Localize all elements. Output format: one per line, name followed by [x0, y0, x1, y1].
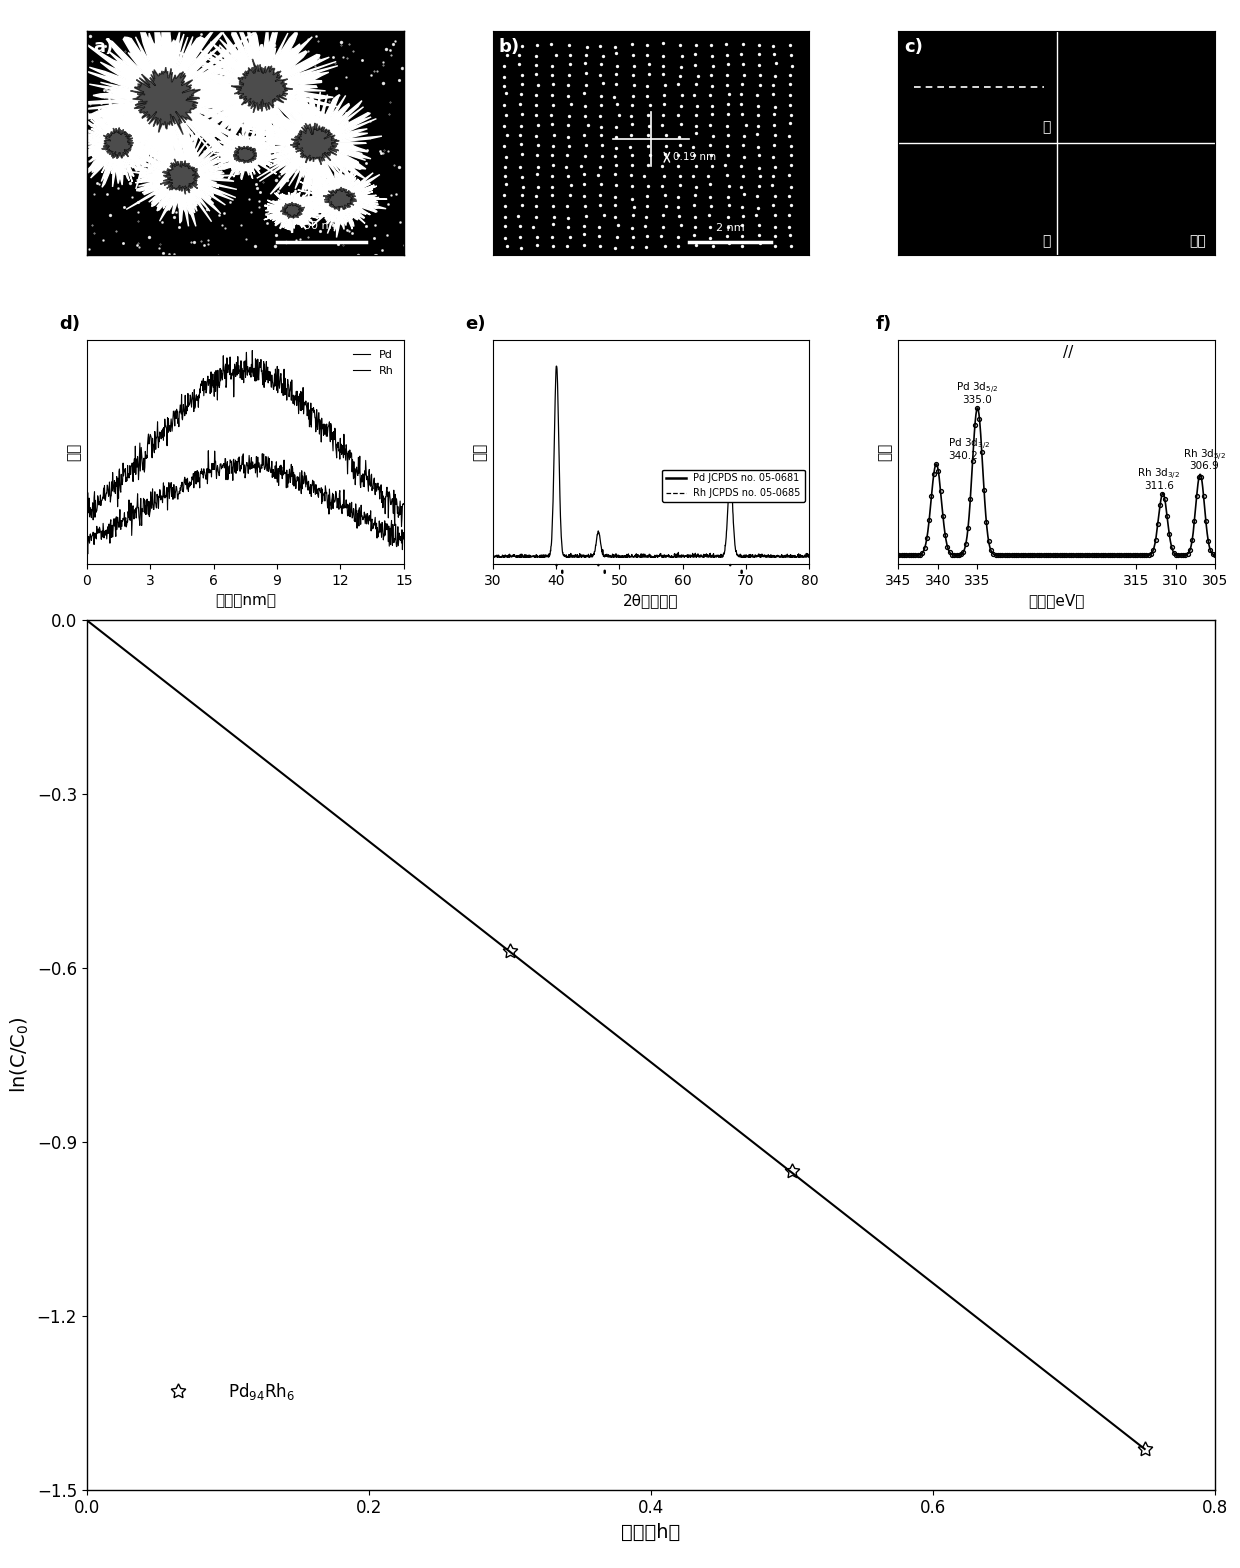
Pd: [326, 428, 341, 447]
Text: 混合: 混合: [1189, 235, 1205, 248]
Polygon shape: [72, 94, 162, 187]
X-axis label: 2θ（角度）: 2θ（角度）: [624, 593, 678, 608]
X-axis label: 能量（eV）: 能量（eV）: [1028, 593, 1085, 608]
Polygon shape: [211, 124, 286, 180]
Text: e): e): [466, 315, 486, 332]
Legend: Pd JCPDS no. 05-0681, Rh JCPDS no. 05-0685: Pd JCPDS no. 05-0681, Rh JCPDS no. 05-06…: [662, 469, 805, 502]
Pd: [157, 426, 172, 445]
Polygon shape: [160, 158, 200, 194]
Text: 钯: 钯: [1042, 121, 1050, 135]
Text: a): a): [93, 38, 113, 56]
Rh: [180, 469, 195, 488]
Line: Rh: Rh: [87, 450, 404, 554]
Polygon shape: [288, 166, 387, 237]
X-axis label: 距离（nm）: 距离（nm）: [215, 593, 275, 608]
Text: Pd 3d$_{3/2}$: Pd 3d$_{3/2}$: [949, 437, 991, 452]
Pd: [394, 517, 409, 536]
Polygon shape: [290, 122, 340, 165]
Text: c): c): [904, 38, 924, 56]
Text: Rh 3d$_{3/2}$: Rh 3d$_{3/2}$: [1137, 467, 1180, 481]
Polygon shape: [238, 89, 382, 201]
Rh: [157, 489, 172, 508]
Text: d): d): [60, 315, 81, 332]
Polygon shape: [74, 5, 265, 190]
Pd: [79, 499, 94, 517]
Pd: [397, 494, 412, 513]
Polygon shape: [231, 60, 293, 113]
Polygon shape: [264, 190, 324, 232]
Text: Pd 3d$_{5/2}$: Pd 3d$_{5/2}$: [956, 381, 998, 397]
Text: f): f): [875, 315, 892, 332]
Text: 335.0: 335.0: [962, 395, 992, 405]
Polygon shape: [102, 127, 134, 158]
Y-axis label: 强度: 强度: [472, 444, 487, 461]
Rh: [169, 478, 184, 497]
Rh: [289, 480, 304, 499]
Text: b): b): [498, 38, 520, 56]
Text: 2 nm: 2 nm: [715, 223, 744, 232]
Text: 0.19 nm: 0.19 nm: [673, 152, 717, 162]
X-axis label: 时间（h）: 时间（h）: [621, 1523, 681, 1541]
Line: Pd: Pd: [87, 351, 404, 527]
Rh: [397, 530, 412, 549]
Rh: [81, 544, 95, 563]
Polygon shape: [280, 202, 305, 218]
Pd: [180, 401, 195, 420]
Pd: [169, 409, 184, 428]
Pd: [288, 386, 303, 405]
Text: 50 nm: 50 nm: [304, 221, 339, 230]
Text: //: //: [1064, 345, 1074, 359]
Y-axis label: 强度: 强度: [878, 444, 893, 461]
Pd: [244, 342, 259, 361]
Y-axis label: ln(C/C$_0$): ln(C/C$_0$): [9, 1016, 31, 1093]
Text: Pd$_{94}$Rh$_6$: Pd$_{94}$Rh$_6$: [228, 1380, 295, 1402]
Rh: [366, 519, 381, 538]
Text: 340.2: 340.2: [949, 452, 978, 461]
Legend: Pd, Rh: Pd, Rh: [348, 347, 398, 381]
Polygon shape: [166, 14, 340, 158]
Polygon shape: [126, 127, 237, 226]
Rh: [79, 539, 94, 558]
Text: 铑: 铑: [1042, 235, 1050, 248]
Pd: [366, 480, 381, 499]
Polygon shape: [233, 146, 257, 163]
Y-axis label: 强度: 强度: [66, 444, 82, 461]
Text: 311.6: 311.6: [1145, 480, 1174, 491]
Text: 306.9: 306.9: [1189, 461, 1219, 472]
Rh: [201, 441, 216, 459]
Text: Rh 3d$_{5/2}$: Rh 3d$_{5/2}$: [1183, 447, 1225, 463]
Rh: [327, 492, 342, 511]
Polygon shape: [324, 187, 357, 212]
Polygon shape: [130, 67, 201, 135]
